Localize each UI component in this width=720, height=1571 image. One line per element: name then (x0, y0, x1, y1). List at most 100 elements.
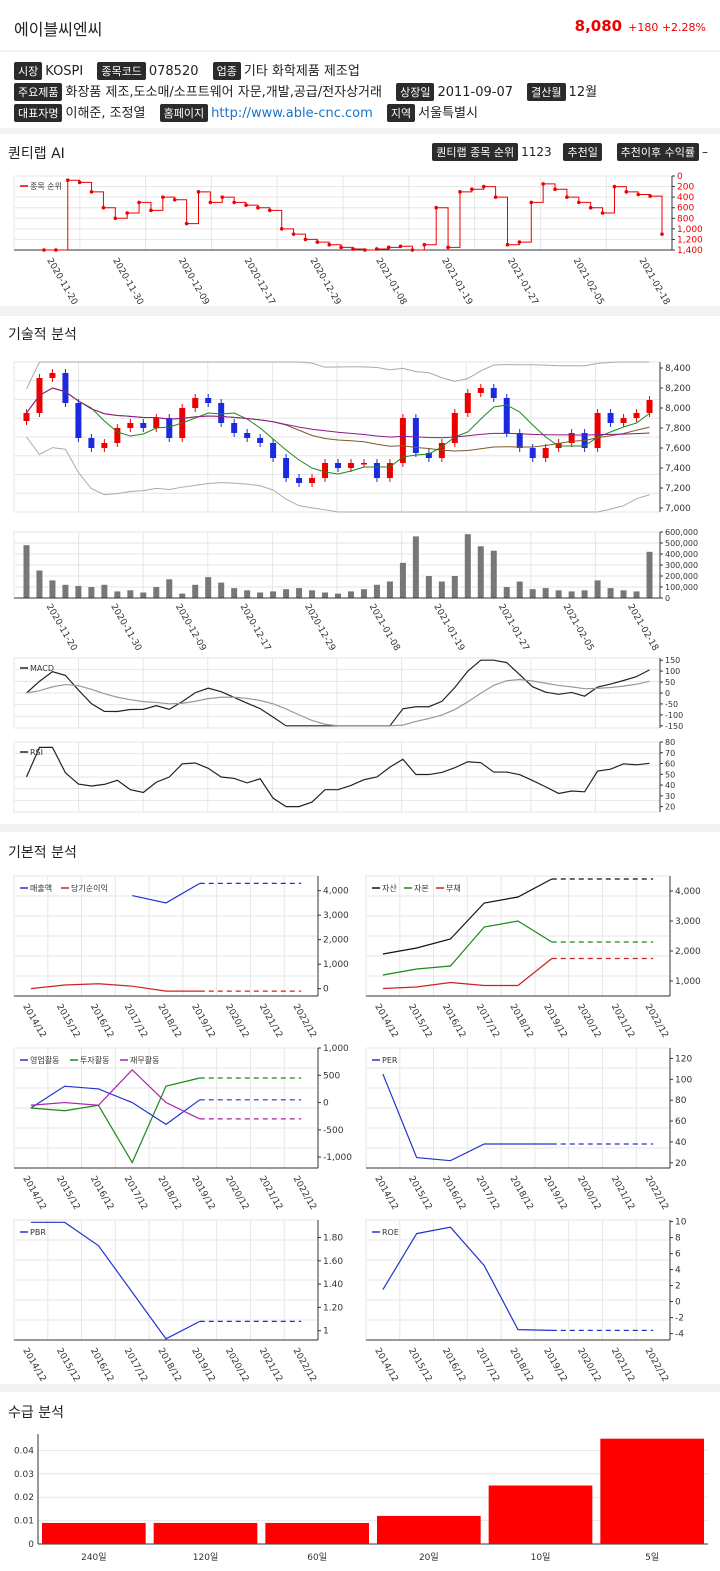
products-value: 화장품 제조,도소매/소프트웨어 자문,개발,공급/전자상거래 (65, 85, 382, 100)
y-tick-label: -1,000 (323, 1153, 352, 1163)
x-tick-label: 60일 (307, 1552, 327, 1563)
y-tick-label: 7,800 (665, 424, 691, 434)
candle-body (360, 463, 367, 465)
volume-bar (425, 576, 432, 598)
homepage-link[interactable]: http://www.able-cnc.com (211, 106, 373, 121)
y-tick-label: 0.03 (14, 1470, 34, 1480)
x-tick-label: 2015/12 (406, 1003, 433, 1040)
x-tick-label: 2021-02-05 (571, 257, 606, 307)
stock-price: 8,080 +180 +2.28% (575, 17, 706, 35)
supply-bar (600, 1438, 704, 1544)
x-tick-label: 2020/12 (575, 1347, 602, 1384)
series-line (382, 878, 553, 955)
y-tick-label: 20 (665, 803, 675, 812)
candle-body (620, 418, 627, 423)
x-tick-label: 2022/12 (291, 1175, 318, 1212)
y-tick-label: 40 (675, 1138, 687, 1148)
x-tick-label: 2020-12-09 (173, 603, 208, 654)
volume-bar (347, 591, 354, 598)
x-tick-label: 2017/12 (122, 1347, 149, 1384)
supply-bar (265, 1522, 369, 1544)
y-tick-label: -2 (675, 1314, 684, 1324)
supply-bar-chart: 0 0.01 0.02 0.03 0.04 240일 120일 60일 20일 10일 5일 (14, 1434, 708, 1563)
y-tick-label: 3,000 (675, 917, 701, 927)
volume-bar (438, 581, 445, 598)
y-tick-label: 600 (677, 204, 694, 214)
volume-bar (36, 570, 43, 598)
x-tick-label: 2021/12 (257, 1347, 284, 1384)
volume-bar (412, 536, 419, 598)
y-tick-label: 0 (675, 1298, 681, 1308)
candle-body (283, 458, 290, 478)
y-tick-label: 40 (665, 781, 675, 790)
x-tick-label: 2016/12 (88, 1347, 115, 1384)
tech-card: 기술적 분석 7,000 7,200 7,400 7,600 7,800 8,000 8,2… (0, 316, 720, 824)
y-tick-label: 400 (677, 193, 694, 203)
y-tick-label: 0.02 (14, 1493, 34, 1503)
stock-header: 에이블씨엔씨 8,080 +180 +2.28% (0, 0, 720, 50)
x-tick-label: 20일 (419, 1552, 439, 1563)
y-tick-label: 6 (675, 1250, 681, 1260)
volume-bar (594, 580, 601, 598)
legend-label: 종목 순위 (30, 182, 62, 191)
listed-tag: 상장일 (396, 83, 435, 101)
y-tick-label: 7,400 (665, 464, 691, 474)
candle-body (140, 423, 147, 428)
y-tick-label: 120 (675, 1054, 692, 1064)
volume-bar (205, 577, 212, 598)
volume-bar (490, 550, 497, 598)
y-tick-label: 7,600 (665, 444, 691, 454)
rec-date-tag: 추천일 (563, 143, 602, 161)
x-tick-label: 2016/12 (88, 1003, 115, 1040)
ma5-line (26, 387, 650, 475)
volume-bar (23, 545, 30, 598)
candle-body (205, 398, 212, 403)
x-tick-label: 2020/12 (223, 1347, 250, 1384)
x-tick-label: 2020/12 (223, 1003, 250, 1040)
y-tick-label: 7,000 (665, 504, 691, 514)
x-tick-label: 2019/12 (189, 1003, 216, 1040)
volume-bar (270, 591, 277, 598)
y-tick-label: -100 (665, 711, 683, 720)
legend-label: RSI (30, 748, 43, 757)
ceo-value: 이해준, 조정열 (65, 106, 146, 121)
volume-bar (542, 588, 549, 598)
volume-bar (373, 584, 380, 598)
x-tick-label: 2021/12 (257, 1003, 284, 1040)
x-tick-label: 2015/12 (406, 1175, 433, 1212)
x-tick-label: 2016/12 (440, 1347, 467, 1384)
x-tick-label: 2018/12 (507, 1003, 534, 1040)
series-line (30, 1085, 201, 1126)
stock-name: 에이블씨엔씨 (14, 20, 103, 39)
candle-body (62, 373, 69, 403)
legend-label: 매출액 (30, 883, 52, 893)
y-tick-label: 8 (675, 1234, 681, 1244)
rsi-line (25, 746, 650, 808)
x-tick-label: 2021-02-18 (637, 257, 672, 307)
volume-bar (101, 584, 108, 598)
volume-bar (516, 581, 523, 598)
volume-bar (555, 590, 562, 598)
candle-body (192, 398, 199, 408)
y-tick-label: 0.04 (14, 1446, 34, 1456)
y-tick-label: 1.40 (323, 1280, 343, 1290)
volume-bar (75, 585, 82, 598)
candle-body (594, 413, 601, 448)
x-tick-label: 2021-01-27 (496, 603, 531, 653)
x-tick-label: 2017/12 (122, 1003, 149, 1040)
volume-bar (386, 581, 393, 598)
legend-label: 영업활동 (30, 1055, 59, 1065)
volume-bar (283, 589, 290, 598)
x-tick-label: 2021/12 (257, 1175, 284, 1212)
rank-series-line (44, 179, 663, 251)
macd-signal-line (26, 678, 650, 727)
y-tick-label: -500 (323, 1126, 344, 1136)
volume-bar (244, 590, 251, 598)
x-tick-label: 2019/12 (541, 1347, 568, 1384)
x-tick-label: 2020/12 (575, 1175, 602, 1212)
x-tick-label: 2016/12 (440, 1175, 467, 1212)
series-line (30, 1068, 201, 1120)
candle-body (477, 388, 484, 393)
x-tick-label: 2014/12 (372, 1347, 399, 1384)
products-tag: 주요제품 (14, 83, 63, 101)
